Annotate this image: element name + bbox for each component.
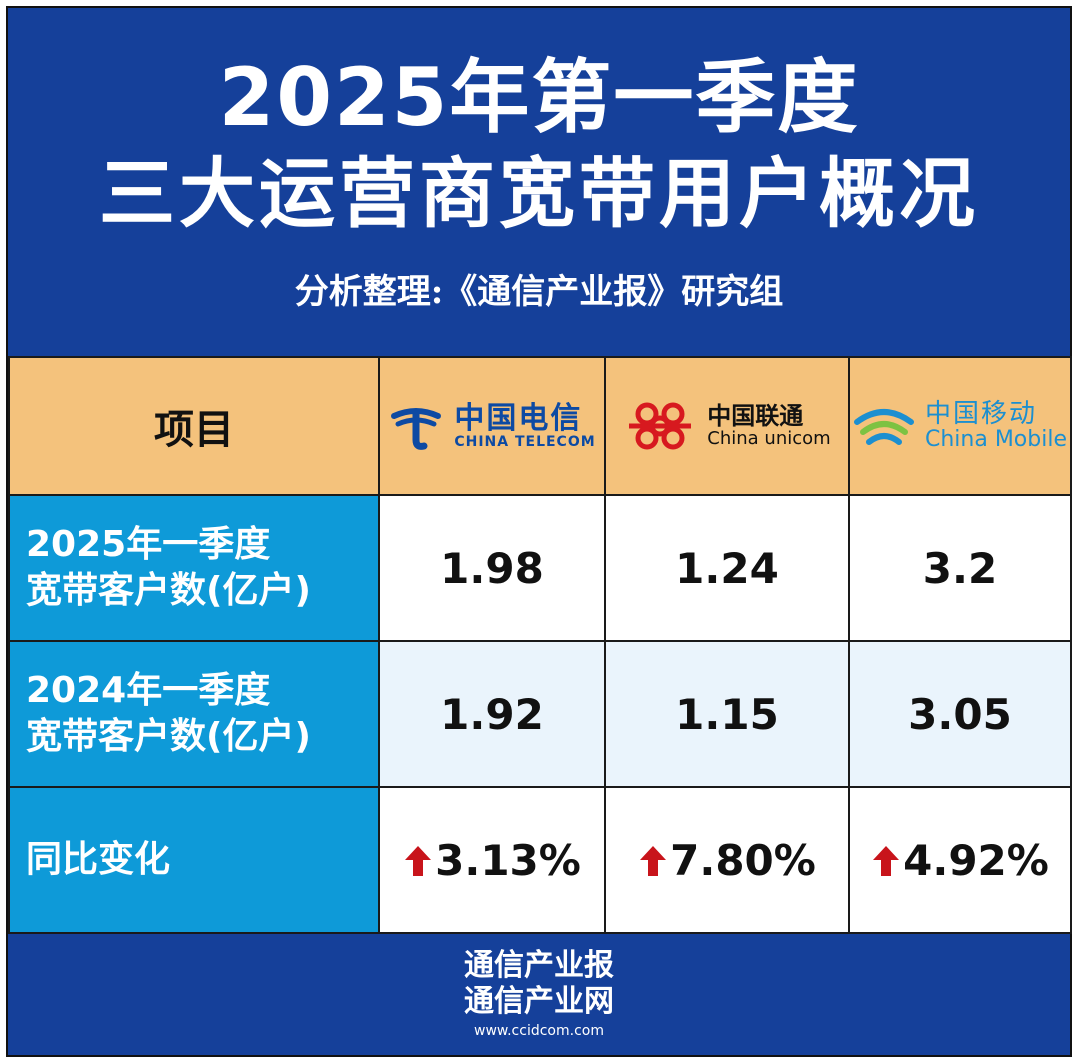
table-row: 同比变化 3.13% 7.80% 4.92% bbox=[8, 786, 1072, 934]
telecom-name-cn: 中国电信 bbox=[454, 400, 583, 436]
table-row: 2025年一季度 宽带客户数(亿户) 1.98 1.24 3.2 bbox=[8, 494, 1072, 642]
yoy-mobile: 4.92% bbox=[848, 786, 1072, 934]
operator-telecom: 中国电信 CHINA TELECOM bbox=[378, 356, 606, 496]
china-unicom-logo-icon bbox=[629, 402, 692, 450]
row-label-2025q1: 2025年一季度 宽带客户数(亿户) bbox=[8, 494, 380, 642]
unicom-name-en: China unicom bbox=[707, 428, 831, 450]
value-unicom-2025: 1.24 bbox=[604, 494, 850, 642]
mobile-name-en: China Mobile bbox=[924, 427, 1067, 453]
header: 2025年第一季度 三大运营商宽带用户概况 分析整理:《通信产业报》研究组 bbox=[8, 8, 1070, 356]
operator-unicom: 中国联通 China unicom bbox=[604, 356, 850, 496]
row-label-line2: 宽带客户数(亿户) bbox=[26, 570, 311, 611]
value-telecom-2024: 1.92 bbox=[378, 640, 606, 788]
footer-brand-line1: 通信产业报 bbox=[464, 948, 614, 983]
china-telecom-logo-icon bbox=[391, 408, 442, 450]
row-label-line1: 2024年一季度 bbox=[26, 670, 271, 711]
yoy-telecom: 3.13% bbox=[378, 786, 606, 934]
corner-label: 项目 bbox=[8, 356, 380, 496]
subtitle: 分析整理:《通信产业报》研究组 bbox=[294, 272, 784, 312]
telecom-name-en: CHINA TELECOM bbox=[454, 433, 596, 450]
arrow-up-icon bbox=[403, 839, 433, 885]
footer: 通信产业报 通信产业网 www.ccidcom.com bbox=[8, 934, 1070, 1055]
title-line1: 2025年第一季度 bbox=[218, 51, 860, 144]
header-row: 项目 中国电信 CHINA TELECOM bbox=[8, 356, 1072, 496]
value-telecom-2025: 1.98 bbox=[378, 494, 606, 642]
infographic-frame: 2025年第一季度 三大运营商宽带用户概况 分析整理:《通信产业报》研究组 项目 bbox=[6, 6, 1072, 1057]
mobile-name-cn: 中国移动 bbox=[924, 398, 1037, 429]
row-label-2024q1: 2024年一季度 宽带客户数(亿户) bbox=[8, 640, 380, 788]
table-row: 2024年一季度 宽带客户数(亿户) 1.92 1.15 3.05 bbox=[8, 640, 1072, 788]
value-unicom-2024: 1.15 bbox=[604, 640, 850, 788]
yoy-telecom-value: 3.13% bbox=[435, 835, 581, 885]
yoy-unicom-value: 7.80% bbox=[670, 835, 816, 885]
value-mobile-2025: 3.2 bbox=[848, 494, 1072, 642]
yoy-unicom: 7.80% bbox=[604, 786, 850, 934]
yoy-mobile-value: 4.92% bbox=[903, 835, 1049, 885]
footer-brand-line2: 通信产业网 bbox=[464, 984, 614, 1019]
row-label-line1: 2025年一季度 bbox=[26, 524, 271, 565]
china-mobile-logo-icon bbox=[853, 409, 914, 445]
operator-mobile: 中国移动 China Mobile bbox=[848, 356, 1072, 496]
row-label-line2: 宽带客户数(亿户) bbox=[26, 716, 311, 757]
data-table: 项目 中国电信 CHINA TELECOM bbox=[8, 356, 1072, 934]
arrow-up-icon bbox=[871, 839, 901, 885]
value-mobile-2024: 3.05 bbox=[848, 640, 1072, 788]
title-line2: 三大运营商宽带用户概况 bbox=[99, 149, 979, 238]
footer-url: www.ccidcom.com bbox=[474, 1023, 604, 1039]
row-label-yoy: 同比变化 bbox=[8, 786, 380, 934]
unicom-name-cn: 中国联通 bbox=[707, 401, 804, 430]
arrow-up-icon bbox=[638, 839, 668, 885]
